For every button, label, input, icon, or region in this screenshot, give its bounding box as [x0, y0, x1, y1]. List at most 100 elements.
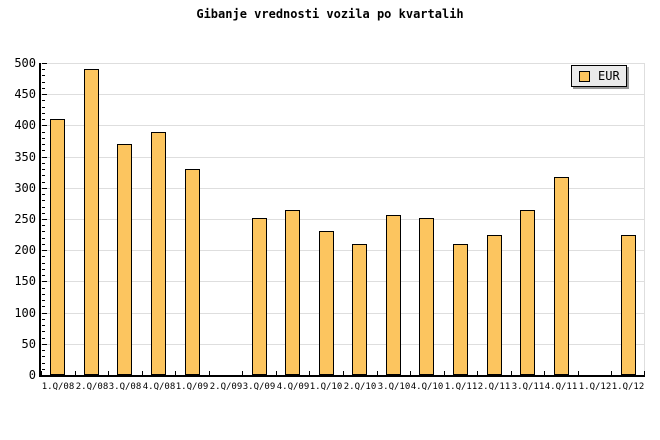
y-axis-label: 0	[28, 368, 36, 382]
bar	[319, 231, 334, 375]
y-minor-tick	[42, 169, 45, 170]
y-axis-label: 100	[14, 306, 36, 320]
gridline	[41, 250, 645, 251]
x-axis-label: 3.Q/11	[511, 382, 545, 392]
x-tick	[377, 371, 378, 375]
y-minor-tick	[42, 82, 45, 83]
y-minor-tick	[42, 144, 45, 145]
y-minor-tick	[42, 363, 45, 364]
x-axis-label: 3.Q/10	[377, 382, 411, 392]
gridline	[41, 157, 645, 158]
y-minor-tick	[42, 138, 45, 139]
x-tick	[41, 371, 42, 375]
x-tick	[511, 371, 512, 375]
x-axis-label: 4.Q/09	[276, 382, 310, 392]
bar	[386, 215, 401, 375]
bar	[117, 144, 132, 375]
y-minor-tick	[42, 182, 45, 183]
y-axis-label: 500	[14, 56, 36, 70]
bar	[285, 210, 300, 375]
legend: EUR	[571, 65, 627, 87]
x-tick	[477, 371, 478, 375]
bar	[621, 235, 636, 375]
x-tick	[410, 371, 411, 375]
bar	[151, 132, 166, 375]
x-axis-label: 3.Q/09	[242, 382, 276, 392]
y-axis-label: 300	[14, 181, 36, 195]
x-axis-label: 1.Q/11	[444, 382, 478, 392]
y-minor-tick	[42, 88, 45, 89]
gridline	[41, 63, 645, 64]
y-axis-label: 150	[14, 274, 36, 288]
y-minor-tick	[42, 200, 45, 201]
y-minor-tick	[42, 325, 45, 326]
x-axis-label: 1.Q/09	[175, 382, 209, 392]
y-minor-tick	[42, 113, 45, 114]
y-major-tick	[42, 94, 47, 95]
y-major-tick	[42, 344, 47, 345]
y-axis-line	[39, 63, 41, 377]
x-tick	[611, 371, 612, 375]
x-axis-label: 3.Q/08	[108, 382, 142, 392]
bar	[352, 244, 367, 375]
bar	[185, 169, 200, 375]
gridline	[41, 188, 645, 189]
y-minor-tick	[42, 119, 45, 120]
x-tick	[75, 371, 76, 375]
y-axis-label: 200	[14, 243, 36, 257]
y-minor-tick	[42, 350, 45, 351]
bar	[252, 218, 267, 375]
y-minor-tick	[42, 225, 45, 226]
y-axis-label: 450	[14, 87, 36, 101]
y-minor-tick	[42, 356, 45, 357]
y-minor-tick	[42, 369, 45, 370]
y-minor-tick	[42, 213, 45, 214]
y-minor-tick	[42, 294, 45, 295]
plot-area	[41, 63, 645, 375]
y-minor-tick	[42, 331, 45, 332]
y-minor-tick	[42, 69, 45, 70]
x-axis-label: 4.Q/10	[410, 382, 444, 392]
x-tick	[209, 371, 210, 375]
gridline	[41, 313, 645, 314]
chart-title: Gibanje vrednosti vozila po kvartalih	[196, 7, 464, 21]
x-axis-label: 2.Q/09	[209, 382, 243, 392]
y-minor-tick	[42, 132, 45, 133]
gridline	[41, 281, 645, 282]
y-major-tick	[42, 188, 47, 189]
x-tick	[343, 371, 344, 375]
y-minor-tick	[42, 107, 45, 108]
y-major-tick	[42, 250, 47, 251]
y-minor-tick	[42, 100, 45, 101]
y-axis-label: 400	[14, 118, 36, 132]
x-tick	[175, 371, 176, 375]
x-axis-label: 1.Q/10	[309, 382, 343, 392]
bar	[453, 244, 468, 375]
x-axis-line	[39, 375, 645, 377]
bar	[50, 119, 65, 375]
y-axis-label: 50	[21, 337, 36, 351]
x-tick	[276, 371, 277, 375]
y-minor-tick	[42, 207, 45, 208]
y-major-tick	[42, 281, 47, 282]
plot-right-border	[644, 63, 645, 375]
y-minor-tick	[42, 175, 45, 176]
x-tick	[242, 371, 243, 375]
x-axis-label: 4.Q/11	[544, 382, 578, 392]
y-minor-tick	[42, 319, 45, 320]
bar	[554, 177, 569, 375]
y-minor-tick	[42, 238, 45, 239]
gridline	[41, 344, 645, 345]
x-axis-label: 2.Q/08	[75, 382, 109, 392]
y-axis-label: 250	[14, 212, 36, 226]
x-tick	[309, 371, 310, 375]
x-axis-label: 2.Q/10	[343, 382, 377, 392]
legend-label: EUR	[598, 69, 620, 83]
bar	[419, 218, 434, 375]
y-major-tick	[42, 125, 47, 126]
x-tick	[108, 371, 109, 375]
y-major-tick	[42, 313, 47, 314]
x-tick	[644, 371, 645, 375]
x-tick	[444, 371, 445, 375]
